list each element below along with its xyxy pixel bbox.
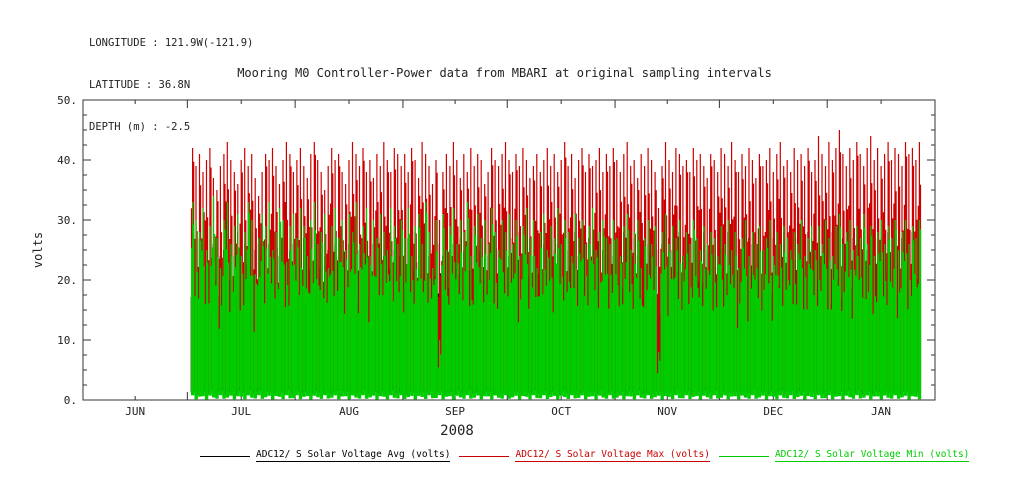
month-label: JUN (125, 405, 145, 418)
month-label: OCT (551, 405, 571, 418)
legend-label: ADC12/ S Solar Voltage Min (volts) (774, 449, 970, 463)
legend-line-swatch (200, 455, 250, 457)
header-depth: DEPTH (m) : -2.5 (89, 121, 191, 133)
legend-label: ADC12/ S Solar Voltage Avg (volts) (256, 449, 451, 463)
legend-label: ADC12/ S Solar Voltage Max (volts) (515, 449, 710, 463)
month-label: AUG (339, 405, 359, 418)
month-label: SEP (445, 405, 465, 418)
month-label: DEC (763, 405, 783, 418)
month-label: NOV (657, 405, 677, 418)
y-tick-label: 0. (64, 394, 77, 407)
legend-item: ADC12/ S Solar Voltage Min (volts) (718, 449, 970, 463)
legend-item: ADC12/ S Solar Voltage Avg (volts) (200, 449, 451, 463)
header-info: LONGITUDE : 121.9W(-121.9) LATITUDE : 36… (89, 8, 253, 162)
month-label: JAN (871, 405, 891, 418)
legend: ADC12/ S Solar Voltage Avg (volts) ADC12… (200, 449, 970, 463)
header-longitude: LONGITUDE : 121.9W(-121.9) (89, 37, 254, 49)
legend-line-swatch (459, 455, 510, 457)
year-label: 2008 (440, 423, 474, 439)
y-tick-label: 30. (57, 214, 77, 227)
legend-line-swatch (718, 455, 769, 457)
y-tick-label: 40. (57, 154, 77, 167)
y-tick-label: 10. (57, 334, 77, 347)
legend-item: ADC12/ S Solar Voltage Max (volts) (459, 449, 710, 463)
series-2-line (191, 196, 922, 400)
month-label: JUL (231, 405, 251, 418)
header-latitude: LATITUDE : 36.8N (89, 79, 191, 91)
y-tick-label: 20. (57, 274, 77, 287)
y-tick-label: 50. (57, 94, 77, 107)
chart-title: Mooring M0 Controller-Power data from MB… (237, 66, 772, 80)
